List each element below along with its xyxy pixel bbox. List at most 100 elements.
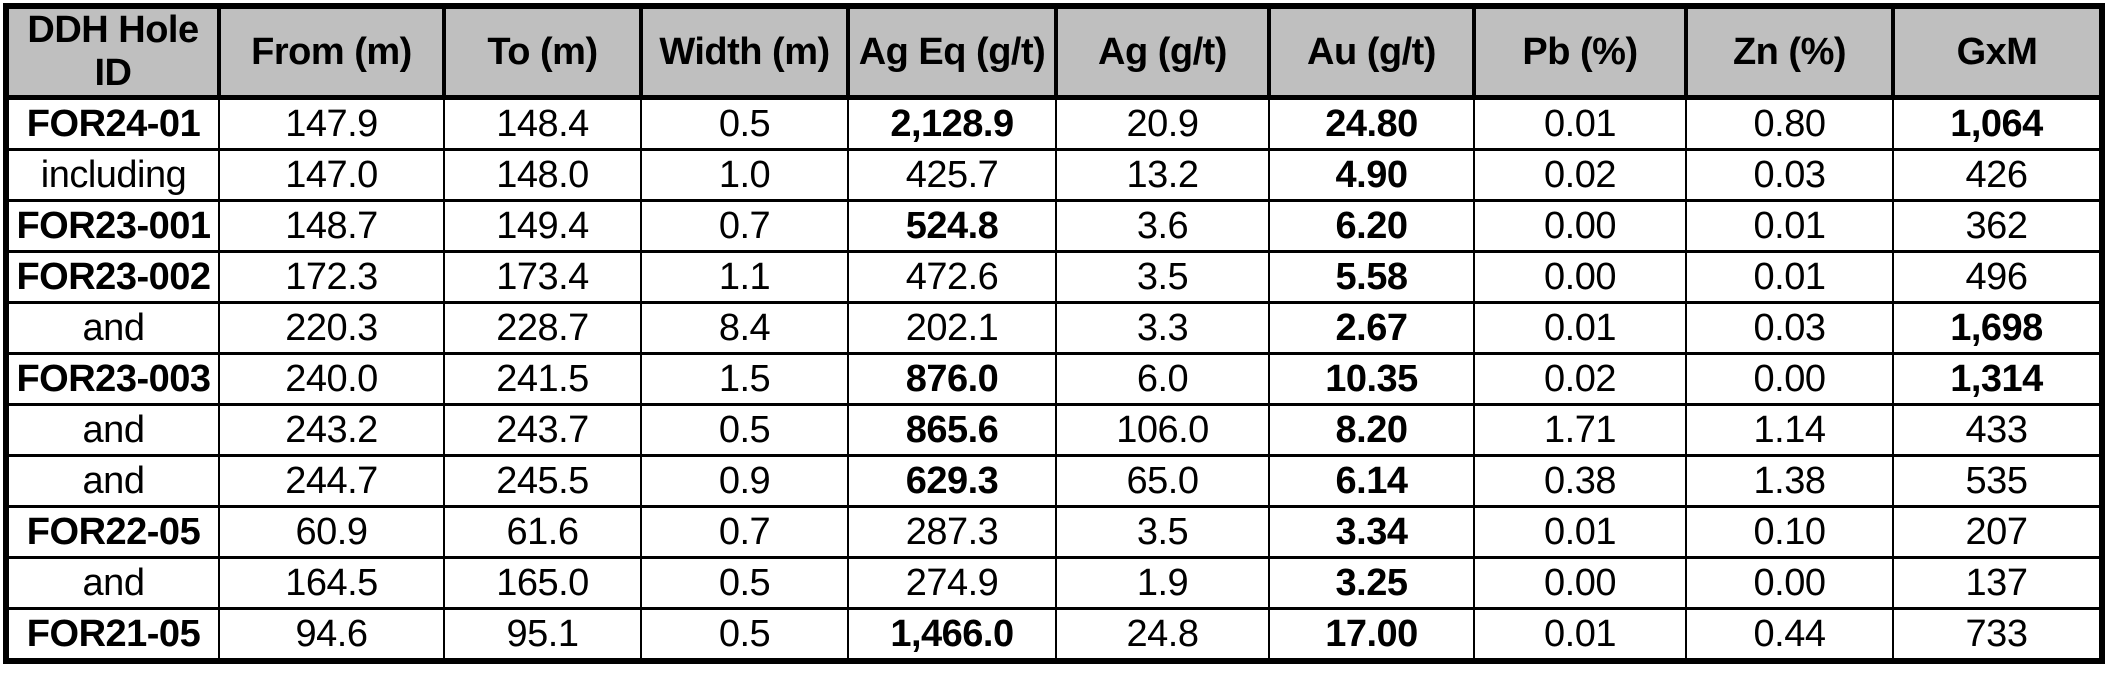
- cell-zn: 1.38: [1685, 454, 1894, 508]
- cell-au: 10.35: [1268, 352, 1475, 406]
- cell-au: 24.80: [1268, 96, 1475, 151]
- cell-hole-id: and: [5, 454, 220, 508]
- drill-results-table: DDH Hole ID From (m) To (m) Width (m) Ag…: [3, 3, 2105, 664]
- cell-to: 243.7: [443, 403, 642, 457]
- cell-pb: 0.01: [1473, 96, 1687, 151]
- cell-width: 1.5: [640, 352, 849, 406]
- cell-from: 244.7: [218, 454, 445, 508]
- cell-from: 148.7: [218, 199, 445, 253]
- cell-gxm: 535: [1892, 454, 2103, 508]
- cell-to: 165.0: [443, 556, 642, 610]
- cell-to: 95.1: [443, 607, 642, 663]
- column-header-zn-pct: Zn (%): [1684, 4, 1895, 100]
- cell-ag: 1.9: [1055, 556, 1270, 610]
- cell-pb: 0.02: [1473, 352, 1687, 406]
- cell-width: 0.7: [640, 505, 849, 559]
- cell-zn: 0.10: [1685, 505, 1894, 559]
- cell-gxm: 496: [1892, 250, 2103, 304]
- cell-au: 2.67: [1268, 301, 1475, 355]
- cell-hole-id: FOR23-003: [5, 352, 220, 406]
- cell-pb: 0.00: [1473, 199, 1687, 253]
- cell-zn: 1.14: [1685, 403, 1894, 457]
- cell-hole-id: including: [5, 148, 220, 202]
- cell-width: 0.5: [640, 607, 849, 663]
- cell-to: 61.6: [443, 505, 642, 559]
- cell-hole-id: FOR21-05: [5, 607, 220, 663]
- cell-from: 243.2: [218, 403, 445, 457]
- column-header-ag-gpt: Ag (g/t): [1054, 4, 1271, 100]
- cell-au: 6.20: [1268, 199, 1475, 253]
- cell-ag-eq: 202.1: [847, 301, 1057, 355]
- cell-ag-eq: 274.9: [847, 556, 1057, 610]
- table-row: FOR21-05 94.6 95.1 0.5 1,466.0 24.8 17.00 0.01 0…: [5, 607, 2103, 663]
- cell-zn: 0.01: [1685, 250, 1894, 304]
- cell-au: 4.90: [1268, 148, 1475, 202]
- column-header-pb-pct: Pb (%): [1472, 4, 1688, 100]
- column-header-from-m: From (m): [217, 4, 446, 100]
- cell-gxm: 362: [1892, 199, 2103, 253]
- cell-pb: 0.38: [1473, 454, 1687, 508]
- cell-au: 6.14: [1268, 454, 1475, 508]
- cell-ag-eq: 425.7: [847, 148, 1057, 202]
- cell-to: 148.0: [443, 148, 642, 202]
- cell-width: 0.7: [640, 199, 849, 253]
- cell-zn: 0.00: [1685, 352, 1894, 406]
- cell-ag-eq: 629.3: [847, 454, 1057, 508]
- cell-hole-id: FOR23-002: [5, 250, 220, 304]
- cell-pb: 0.01: [1473, 607, 1687, 663]
- cell-ag: 3.6: [1055, 199, 1270, 253]
- cell-width: 1.1: [640, 250, 849, 304]
- cell-ag-eq: 876.0: [847, 352, 1057, 406]
- cell-to: 149.4: [443, 199, 642, 253]
- cell-ag-eq: 472.6: [847, 250, 1057, 304]
- column-header-to-m: To (m): [442, 4, 643, 100]
- table-row: and 244.7 245.5 0.9 629.3 65.0 6.14 0.38 1.38 535: [5, 454, 2103, 508]
- cell-to: 148.4: [443, 96, 642, 151]
- cell-width: 8.4: [640, 301, 849, 355]
- cell-ag: 24.8: [1055, 607, 1270, 663]
- table-row: FOR22-05 60.9 61.6 0.7 287.3 3.5 3.34 0.01 0.10 2…: [5, 505, 2103, 559]
- cell-ag: 13.2: [1055, 148, 1270, 202]
- cell-ag-eq: 2,128.9: [847, 96, 1057, 151]
- cell-from: 220.3: [218, 301, 445, 355]
- cell-width: 0.5: [640, 403, 849, 457]
- table-row: FOR24-01 147.9 148.4 0.5 2,128.9 20.9 24.80 0.0…: [5, 96, 2103, 151]
- table-header-row: DDH Hole ID From (m) To (m) Width (m) Ag…: [4, 4, 2104, 100]
- cell-au: 3.34: [1268, 505, 1475, 559]
- table-row: including 147.0 148.0 1.0 425.7 13.2 4.90 0.02 0…: [5, 148, 2103, 202]
- cell-ag-eq: 1,466.0: [847, 607, 1057, 663]
- column-header-ddh-hole-id: DDH Hole ID: [4, 4, 221, 100]
- cell-width: 0.5: [640, 96, 849, 151]
- cell-au: 3.25: [1268, 556, 1475, 610]
- cell-gxm: 433: [1892, 403, 2103, 457]
- cell-ag: 6.0: [1055, 352, 1270, 406]
- cell-zn: 0.01: [1685, 199, 1894, 253]
- drill-results-table-container: DDH Hole ID From (m) To (m) Width (m) Ag…: [3, 3, 2105, 664]
- cell-ag: 3.3: [1055, 301, 1270, 355]
- cell-gxm: 426: [1892, 148, 2103, 202]
- cell-ag: 3.5: [1055, 505, 1270, 559]
- cell-to: 241.5: [443, 352, 642, 406]
- cell-width: 0.9: [640, 454, 849, 508]
- cell-hole-id: and: [5, 403, 220, 457]
- cell-ag-eq: 524.8: [847, 199, 1057, 253]
- cell-zn: 0.44: [1685, 607, 1894, 663]
- cell-from: 240.0: [218, 352, 445, 406]
- table-body: FOR24-01 147.9 148.4 0.5 2,128.9 20.9 24.80 0.0…: [5, 96, 2103, 663]
- column-header-width-m: Width (m): [639, 4, 850, 100]
- cell-au: 17.00: [1268, 607, 1475, 663]
- cell-au: 8.20: [1268, 403, 1475, 457]
- table-row: FOR23-003 240.0 241.5 1.5 876.0 6.0 10.35 0.02 0…: [5, 352, 2103, 406]
- cell-ag: 3.5: [1055, 250, 1270, 304]
- cell-width: 1.0: [640, 148, 849, 202]
- cell-from: 147.9: [218, 96, 445, 151]
- cell-ag-eq: 865.6: [847, 403, 1057, 457]
- column-header-ag-eq-gpt: Ag Eq (g/t): [846, 4, 1058, 100]
- table-row: FOR23-002 172.3 173.4 1.1 472.6 3.5 5.58 0.00 0.…: [5, 250, 2103, 304]
- cell-gxm: 207: [1892, 505, 2103, 559]
- cell-width: 0.5: [640, 556, 849, 610]
- cell-ag: 65.0: [1055, 454, 1270, 508]
- cell-zn: 0.00: [1685, 556, 1894, 610]
- cell-hole-id: FOR24-01: [5, 96, 220, 151]
- table-row: and 164.5 165.0 0.5 274.9 1.9 3.25 0.00 0.00 137: [5, 556, 2103, 610]
